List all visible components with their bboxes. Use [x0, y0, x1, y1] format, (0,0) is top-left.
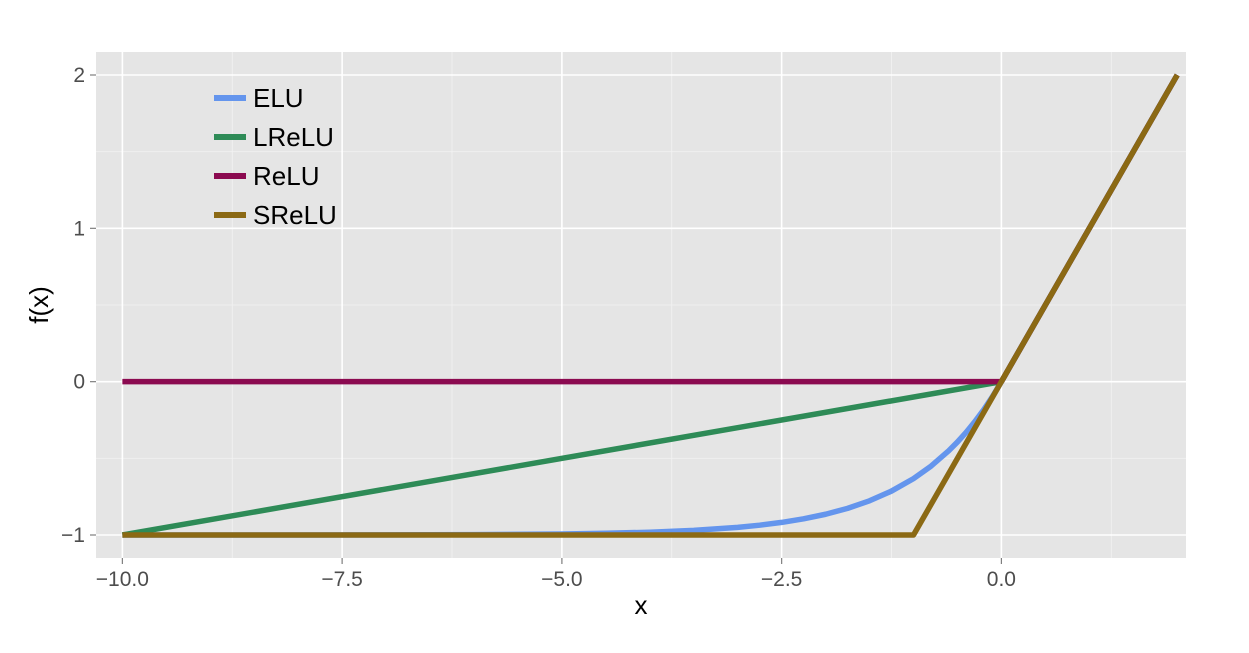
x-tick-label: −10.0 — [96, 568, 149, 591]
x-axis: −10.0 −7.5 −5.0 −2.5 0.0 — [96, 558, 1016, 591]
y-tick-label: 2 — [73, 64, 85, 87]
x-tick-label: −5.0 — [541, 568, 582, 591]
legend-label-relu: ReLU — [253, 161, 319, 191]
x-tick-label: 0.0 — [987, 568, 1016, 591]
y-tick-label: 0 — [73, 371, 85, 394]
series-line-srelu — [122, 73, 1180, 538]
x-axis-title: x — [635, 590, 648, 620]
series-lines — [121, 73, 1180, 538]
x-tick-label: −2.5 — [761, 568, 802, 591]
legend-label-elu: ELU — [253, 83, 304, 113]
y-axis-title: f(x) — [24, 286, 54, 324]
y-tick-label: −1 — [61, 524, 85, 547]
legend: ELU LReLU ReLU SReLU — [214, 83, 337, 230]
y-tick-label: 1 — [73, 217, 85, 240]
y-axis: −1 0 1 2 — [61, 64, 96, 547]
x-tick-label: −7.5 — [321, 568, 362, 591]
legend-label-lrelu: LReLU — [253, 122, 334, 152]
legend-label-srelu: SReLU — [253, 200, 337, 230]
